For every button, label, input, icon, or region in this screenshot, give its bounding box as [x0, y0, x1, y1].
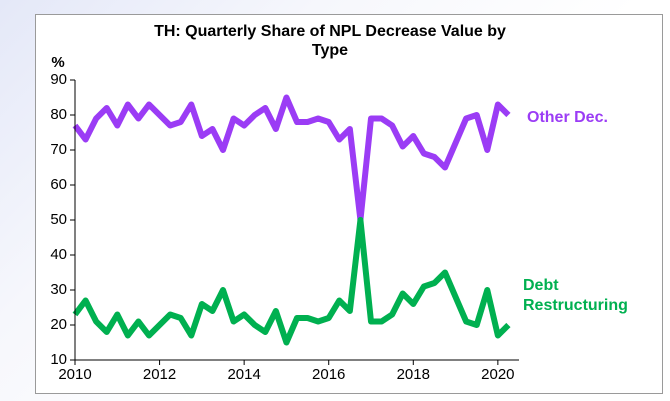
- series-line: [72, 217, 511, 346]
- y-axis-label: %: [51, 54, 64, 71]
- series-label: Other Dec.: [527, 109, 608, 126]
- y-tick-label: 40: [50, 246, 67, 263]
- x-tick-label: 2014: [227, 366, 260, 383]
- series-line: [72, 94, 511, 223]
- y-tick-label: 70: [50, 141, 67, 158]
- x-tick-label: 2016: [312, 366, 345, 383]
- y-tick-label: 80: [50, 106, 67, 123]
- y-tick-label: 50: [50, 211, 67, 228]
- series-label: Debt Restructuring: [523, 277, 628, 314]
- y-tick-label: 90: [50, 71, 67, 88]
- y-tick-label: 10: [50, 351, 67, 368]
- x-tick-label: 2010: [58, 366, 91, 383]
- chart-panel: [35, 14, 663, 394]
- y-tick-label: 60: [50, 176, 67, 193]
- y-tick-label: 20: [50, 316, 67, 333]
- y-tick-label: 30: [50, 281, 67, 298]
- chart-title: TH: Quarterly Share of NPL Decrease Valu…: [154, 23, 506, 59]
- x-tick-label: 2012: [143, 366, 176, 383]
- x-tick-label: 2020: [481, 366, 514, 383]
- x-tick-label: 2018: [397, 366, 430, 383]
